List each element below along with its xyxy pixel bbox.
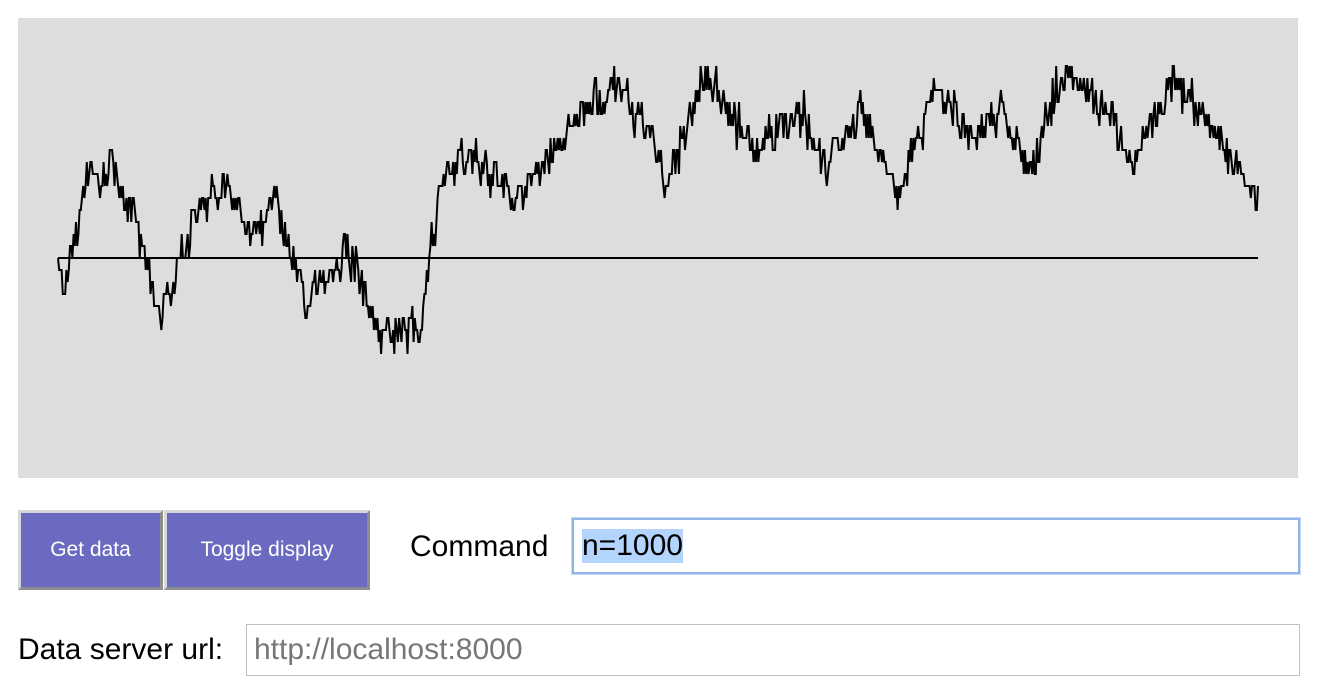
random-walk-chart xyxy=(57,65,1259,355)
data-series-line xyxy=(57,65,1259,355)
toggle-display-button[interactable]: Toggle display xyxy=(164,510,370,590)
server-url-label: Data server url: xyxy=(18,633,224,666)
command-input[interactable]: n=1000 xyxy=(572,518,1300,574)
server-url-input[interactable] xyxy=(246,624,1300,676)
plot-area xyxy=(18,18,1298,478)
get-data-button[interactable]: Get data xyxy=(18,510,163,590)
command-value: n=1000 xyxy=(582,529,683,563)
command-label: Command xyxy=(410,530,549,563)
